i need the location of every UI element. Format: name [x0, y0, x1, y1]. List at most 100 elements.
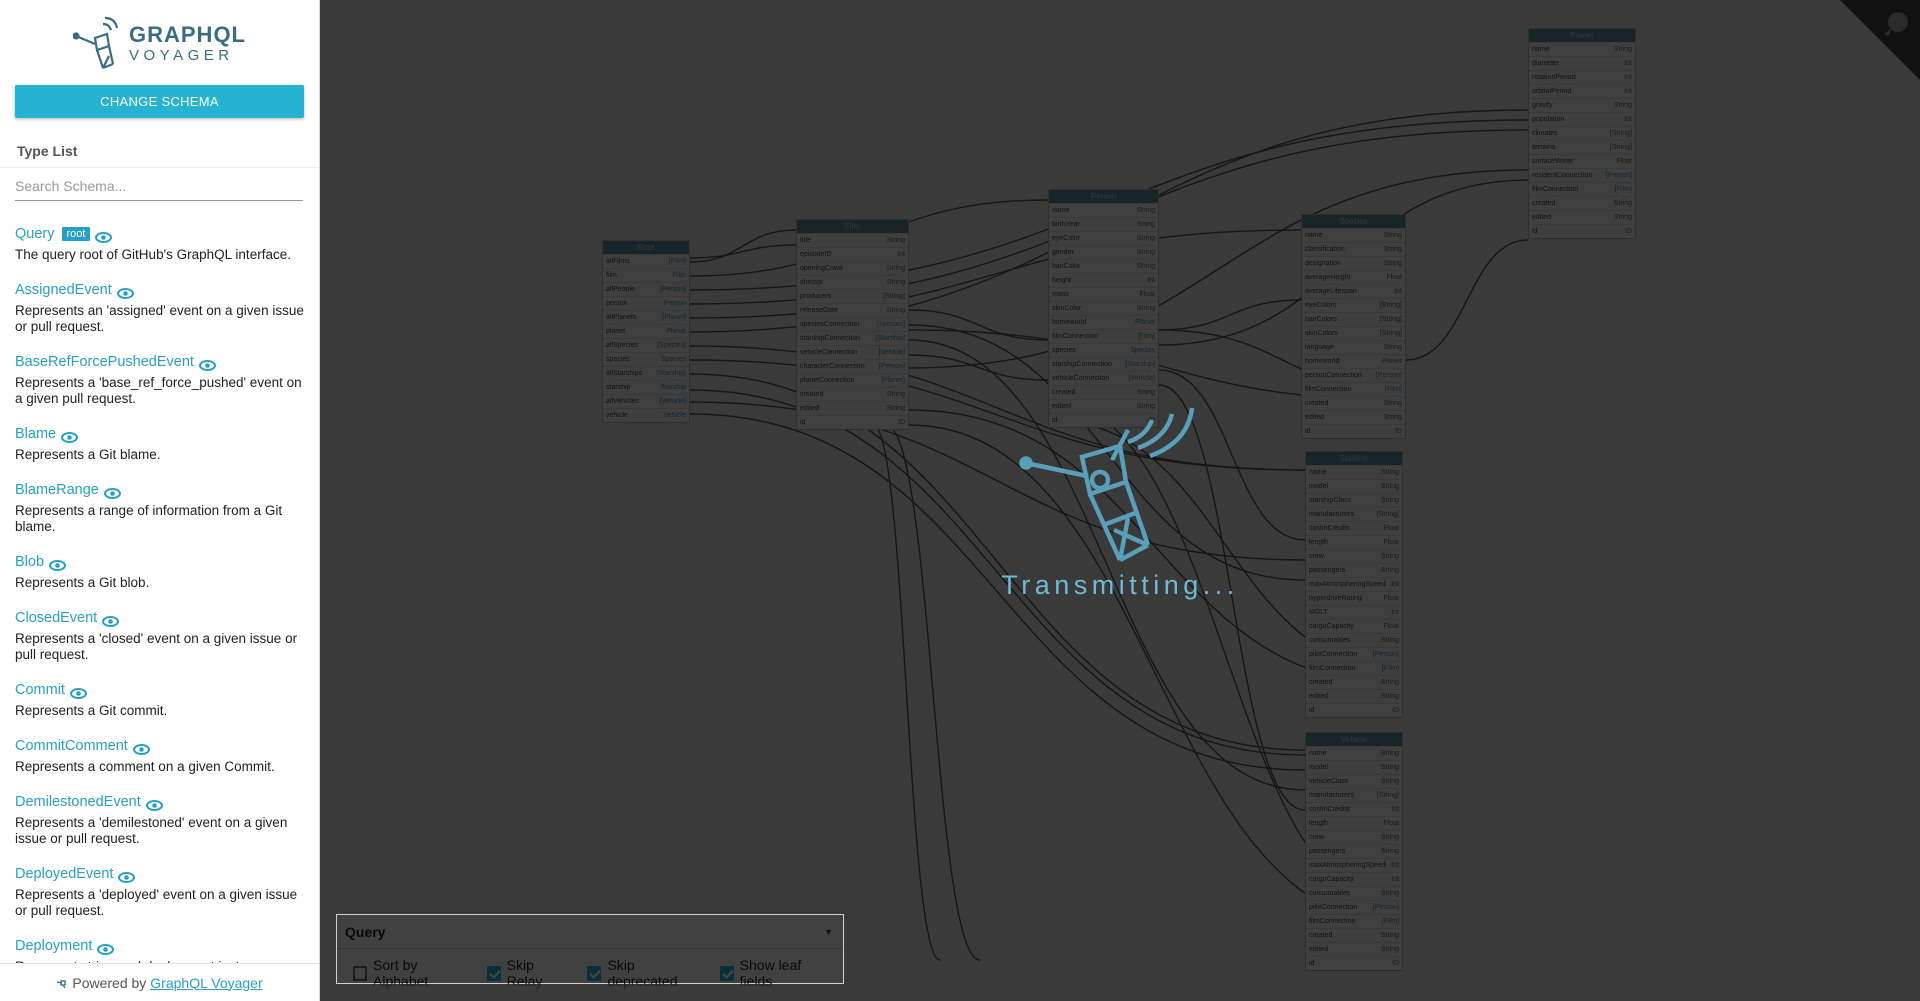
- eye-icon[interactable]: [97, 942, 115, 955]
- node-field[interactable]: gravity String: [1529, 98, 1635, 112]
- node-field[interactable]: edited String: [1306, 942, 1402, 956]
- node-field[interactable]: hairColors [String]: [1302, 312, 1405, 326]
- node-field[interactable]: name String: [1306, 465, 1402, 479]
- graph-node[interactable]: Vehicle name String model String vehicle…: [1305, 732, 1403, 971]
- node-field[interactable]: language String: [1302, 340, 1405, 354]
- node-field[interactable]: id ID: [1302, 424, 1405, 438]
- node-field[interactable]: starshipConnection [Starship]: [797, 331, 908, 345]
- node-field[interactable]: crew String: [1306, 549, 1402, 563]
- node-field[interactable]: starship Starship: [603, 380, 689, 394]
- node-field[interactable]: species Species: [603, 352, 689, 366]
- node-field[interactable]: created String: [1306, 675, 1402, 689]
- node-field[interactable]: name String: [1529, 42, 1635, 56]
- graph-viewport[interactable]: Root allFilms [Film] film Film allPeople…: [320, 0, 1920, 1001]
- node-field[interactable]: designation String: [1302, 256, 1405, 270]
- eye-icon[interactable]: [95, 230, 113, 243]
- node-field[interactable]: homeworld Planet: [1302, 354, 1405, 368]
- node-field[interactable]: rotationPeriod Int: [1529, 70, 1635, 84]
- node-field[interactable]: crew String: [1306, 830, 1402, 844]
- node-field[interactable]: terrains [String]: [1529, 140, 1635, 154]
- type-name-link[interactable]: ClosedEvent: [15, 609, 98, 626]
- node-field[interactable]: filmConnection [Film]: [1049, 329, 1158, 343]
- graph-node[interactable]: Species name String classification Strin…: [1301, 214, 1406, 439]
- node-field[interactable]: vehicle Vehicle: [603, 408, 689, 422]
- node-field[interactable]: manufacturers [String]: [1306, 788, 1402, 802]
- graph-node[interactable]: Root allFilms [Film] film Film allPeople…: [602, 240, 690, 423]
- node-field[interactable]: vehicleConnection [Vehicle]: [797, 345, 908, 359]
- eye-icon[interactable]: [132, 742, 150, 755]
- node-field[interactable]: length Float: [1306, 816, 1402, 830]
- node-field[interactable]: mass Float: [1049, 287, 1158, 301]
- node-field[interactable]: vehicleClass String: [1306, 774, 1402, 788]
- node-field[interactable]: episodeID Int: [797, 247, 908, 261]
- node-field[interactable]: orbitalPeriod Int: [1529, 84, 1635, 98]
- node-field[interactable]: costInCredits Int: [1306, 802, 1402, 816]
- node-field[interactable]: filmConnection [Film]: [1529, 182, 1635, 196]
- node-field[interactable]: film Film: [603, 268, 689, 282]
- type-name-link[interactable]: BlameRange: [15, 481, 99, 498]
- node-field[interactable]: skinColor String: [1049, 301, 1158, 315]
- type-name-link[interactable]: Commit: [15, 681, 65, 698]
- type-name-link[interactable]: Blob: [15, 553, 45, 570]
- node-field[interactable]: eyeColors [String]: [1302, 298, 1405, 312]
- change-schema-button[interactable]: CHANGE SCHEMA: [15, 85, 304, 118]
- type-name-link[interactable]: CommitComment: [15, 737, 128, 754]
- eye-icon[interactable]: [102, 614, 120, 627]
- graph-node[interactable]: Planet name String diameter Int rotation…: [1528, 28, 1636, 239]
- node-field[interactable]: created String: [1302, 396, 1405, 410]
- node-field[interactable]: skinColors [String]: [1302, 326, 1405, 340]
- eye-icon[interactable]: [69, 686, 87, 699]
- node-field[interactable]: species Species: [1049, 343, 1158, 357]
- node-field[interactable]: filmConnection [Film]: [1306, 914, 1402, 928]
- node-field[interactable]: starshipClass String: [1306, 493, 1402, 507]
- eye-icon[interactable]: [61, 430, 79, 443]
- node-field[interactable]: climates [String]: [1529, 126, 1635, 140]
- node-field[interactable]: id ID: [1529, 224, 1635, 238]
- node-field[interactable]: manufacturers [String]: [1306, 507, 1402, 521]
- node-field[interactable]: cargoCapacity Int: [1306, 872, 1402, 886]
- type-name-link[interactable]: DemilestonedEvent: [15, 793, 141, 810]
- github-corner-icon[interactable]: [1840, 0, 1920, 80]
- node-field[interactable]: cargoCapacity Float: [1306, 619, 1402, 633]
- node-field[interactable]: diameter Int: [1529, 56, 1635, 70]
- node-field[interactable]: maxAtmospheringSpeed Int: [1306, 577, 1402, 591]
- node-field[interactable]: costInCredits Float: [1306, 521, 1402, 535]
- type-name-link[interactable]: AssignedEvent: [15, 281, 112, 298]
- node-field[interactable]: producers [String]: [797, 289, 908, 303]
- eye-icon[interactable]: [118, 870, 136, 883]
- node-field[interactable]: consumables String: [1306, 886, 1402, 900]
- node-field[interactable]: filmConnection [Film]: [1302, 382, 1405, 396]
- node-field[interactable]: created String: [1306, 928, 1402, 942]
- node-field[interactable]: hairColor String: [1049, 259, 1158, 273]
- node-field[interactable]: person Person: [603, 296, 689, 310]
- node-field[interactable]: length Float: [1306, 535, 1402, 549]
- node-field[interactable]: homeworld Planet: [1049, 315, 1158, 329]
- node-field[interactable]: passengers String: [1306, 563, 1402, 577]
- node-field[interactable]: id ID: [1306, 703, 1402, 717]
- eye-icon[interactable]: [49, 558, 67, 571]
- node-field[interactable]: averageLifespan Int: [1302, 284, 1405, 298]
- node-field[interactable]: name String: [1306, 746, 1402, 760]
- node-field[interactable]: edited String: [797, 401, 908, 415]
- node-field[interactable]: gender String: [1049, 245, 1158, 259]
- graph-node[interactable]: Film title String episodeID Int openingC…: [796, 219, 909, 430]
- node-field[interactable]: eyeColor String: [1049, 231, 1158, 245]
- node-field[interactable]: starshipConnection [Starship]: [1049, 357, 1158, 371]
- search-input[interactable]: [15, 173, 303, 199]
- node-field[interactable]: allPlanets [Planet]: [603, 310, 689, 324]
- node-field[interactable]: height Int: [1049, 273, 1158, 287]
- node-field[interactable]: allSpecies [Species]: [603, 338, 689, 352]
- node-field[interactable]: planet Planet: [603, 324, 689, 338]
- type-name-link[interactable]: Deployment: [15, 937, 93, 954]
- node-field[interactable]: id ID: [1306, 956, 1402, 970]
- type-name-link[interactable]: Query: [15, 225, 55, 242]
- node-field[interactable]: pilotConnection [Person]: [1306, 647, 1402, 661]
- node-field[interactable]: created String: [797, 387, 908, 401]
- node-field[interactable]: surfaceWater Float: [1529, 154, 1635, 168]
- node-field[interactable]: name String: [1302, 228, 1405, 242]
- node-field[interactable]: passengers String: [1306, 844, 1402, 858]
- node-field[interactable]: hyperdriveRating Float: [1306, 591, 1402, 605]
- node-field[interactable]: pilotConnection [Person]: [1306, 900, 1402, 914]
- node-field[interactable]: allStarships [Starship]: [603, 366, 689, 380]
- graphql-voyager-link[interactable]: GraphQL Voyager: [150, 974, 263, 991]
